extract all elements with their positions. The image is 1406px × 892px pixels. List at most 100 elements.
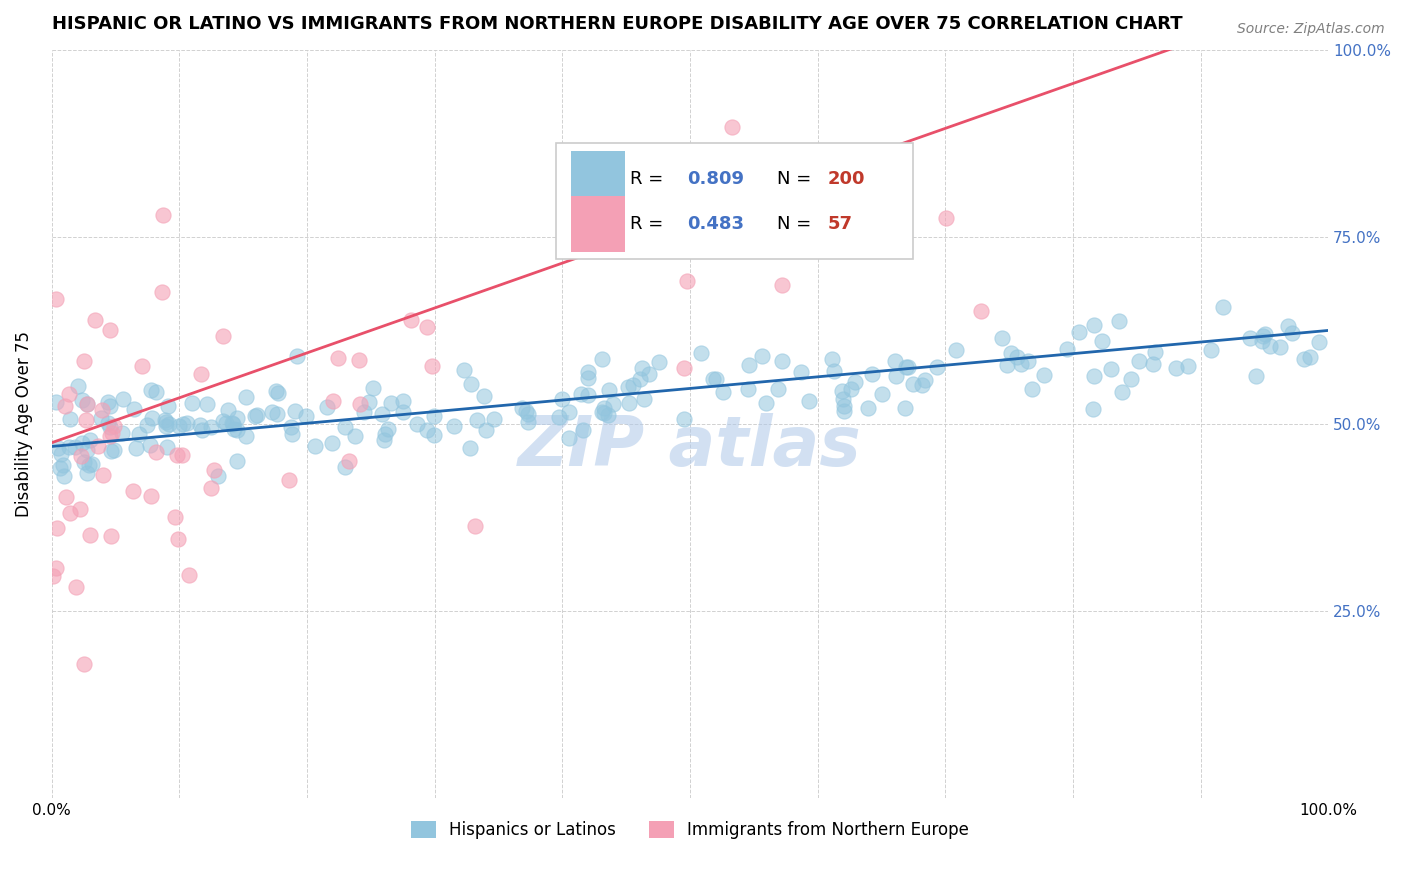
Point — [517, 407, 540, 421]
Point — [839, 382, 862, 396]
Point — [222, 422, 245, 436]
Point — [558, 405, 581, 419]
Point — [423, 409, 446, 423]
Point — [1128, 353, 1150, 368]
Point — [195, 397, 218, 411]
Point — [821, 352, 844, 367]
Point — [165, 510, 187, 524]
Point — [637, 368, 659, 382]
Point — [834, 404, 856, 418]
Point — [77, 458, 100, 472]
Point — [596, 408, 619, 422]
Point — [925, 359, 948, 374]
Text: Source: ZipAtlas.com: Source: ZipAtlas.com — [1237, 22, 1385, 37]
Point — [453, 362, 475, 376]
Point — [617, 395, 640, 409]
Point — [945, 343, 967, 358]
Point — [188, 418, 211, 433]
Point — [67, 378, 90, 392]
Point — [217, 403, 239, 417]
Point — [155, 415, 177, 429]
Text: 57: 57 — [828, 215, 853, 233]
Point — [711, 384, 734, 399]
Point — [856, 401, 879, 415]
Point — [1281, 326, 1303, 340]
Point — [176, 417, 198, 431]
Point — [1083, 368, 1105, 383]
Point — [380, 396, 402, 410]
Point — [515, 404, 537, 418]
Point — [337, 453, 360, 467]
Point — [460, 377, 482, 392]
Point — [167, 419, 190, 434]
Point — [215, 416, 238, 430]
Point — [153, 412, 176, 426]
Text: 0.809: 0.809 — [688, 170, 744, 188]
Point — [832, 399, 855, 413]
Point — [315, 401, 337, 415]
Point — [361, 381, 384, 395]
Point — [260, 405, 283, 419]
Point — [790, 365, 813, 379]
Point — [98, 322, 121, 336]
Point — [824, 364, 846, 378]
Point — [200, 420, 222, 434]
Point — [326, 351, 349, 365]
Point — [1091, 334, 1114, 349]
Point — [591, 352, 613, 367]
Point — [172, 448, 194, 462]
Point — [1258, 339, 1281, 353]
Text: HISPANIC OR LATINO VS IMMIGRANTS FROM NORTHERN EUROPE DISABILITY AGE OVER 75 COR: HISPANIC OR LATINO VS IMMIGRANTS FROM NO… — [52, 15, 1182, 33]
Point — [79, 528, 101, 542]
Point — [167, 532, 190, 546]
Point — [222, 417, 245, 431]
Point — [770, 277, 793, 292]
Point — [631, 360, 654, 375]
Point — [558, 431, 581, 445]
Point — [91, 468, 114, 483]
Point — [42, 569, 65, 583]
Point — [751, 350, 773, 364]
Y-axis label: Disability Age Over 75: Disability Age Over 75 — [15, 331, 32, 517]
Point — [79, 433, 101, 447]
Point — [1142, 357, 1164, 371]
Point — [770, 354, 793, 368]
Point — [569, 387, 592, 401]
Point — [172, 417, 194, 431]
Point — [766, 382, 789, 396]
Point — [1067, 326, 1090, 340]
Point — [1111, 385, 1133, 400]
Point — [416, 320, 439, 334]
Point — [191, 423, 214, 437]
Point — [63, 440, 86, 454]
Point — [278, 474, 301, 488]
Point — [100, 529, 122, 543]
Point — [235, 429, 257, 443]
Point — [474, 424, 496, 438]
Point — [914, 373, 936, 387]
Point — [472, 389, 495, 403]
Point — [647, 355, 669, 369]
Point — [322, 393, 344, 408]
Point — [357, 395, 380, 409]
Point — [75, 413, 97, 427]
Point — [405, 417, 427, 432]
Legend: Hispanics or Latinos, Immigrants from Northern Europe: Hispanics or Latinos, Immigrants from No… — [404, 814, 976, 846]
Point — [90, 410, 112, 425]
Point — [1277, 319, 1299, 334]
Point — [678, 220, 700, 235]
Point — [156, 440, 179, 454]
Point — [551, 392, 574, 407]
Point — [894, 401, 917, 416]
Point — [73, 454, 96, 468]
Point — [1017, 354, 1039, 368]
Point — [1000, 345, 1022, 359]
Point — [689, 346, 711, 360]
Point — [1177, 359, 1199, 373]
Point — [82, 458, 104, 472]
Point — [738, 358, 761, 372]
Point — [76, 397, 98, 411]
Point — [100, 443, 122, 458]
Point — [1201, 343, 1223, 357]
Point — [97, 395, 120, 409]
